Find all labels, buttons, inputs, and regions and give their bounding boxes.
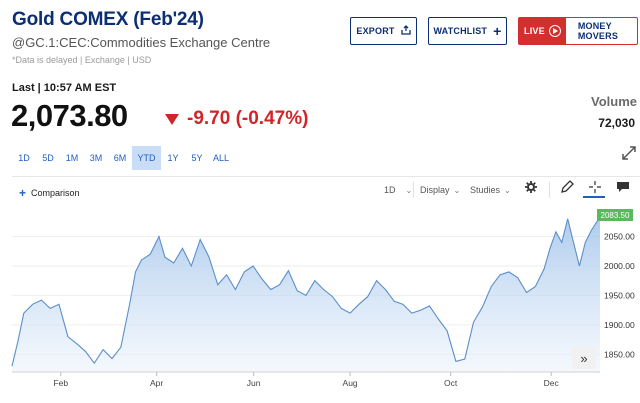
y-tick-label: 1850.00 <box>604 349 635 359</box>
symbol-line: @GC.1:CEC:Commodities Exchange Centre <box>12 35 271 50</box>
display-dropdown[interactable]: Display ⌄ <box>420 185 460 195</box>
page-title: Gold COMEX (Feb'24) <box>12 9 204 30</box>
y-tick-label: 2050.00 <box>604 232 635 242</box>
volume-label: Volume <box>591 94 637 109</box>
studies-label: Studies <box>470 185 501 195</box>
toolbar-separator <box>413 182 414 198</box>
range-1d[interactable]: 1D <box>18 153 30 163</box>
display-label: Display <box>420 185 450 195</box>
range-6m[interactable]: 6M <box>113 153 127 163</box>
range-selector: 1D 5D 1M 3M 6M YTD 1Y 5Y ALL <box>12 146 233 170</box>
comparison-label: Comparison <box>31 188 80 198</box>
y-tick-label: 1950.00 <box>604 290 635 300</box>
range-ytd[interactable]: YTD <box>132 146 161 170</box>
money-movers-button[interactable]: LIVE MONEY MOVERS <box>518 17 638 45</box>
gear-icon[interactable] <box>524 180 538 197</box>
y-tick-label: 1900.00 <box>604 320 635 330</box>
interval-value: 1D <box>384 185 396 195</box>
export-button[interactable]: EXPORT <box>350 17 417 45</box>
x-tick-label: Feb <box>53 378 68 388</box>
live-badge: LIVE <box>519 18 566 44</box>
x-tick-label: Apr <box>150 378 163 388</box>
price-change: -9.70 (-0.47%) <box>165 108 308 130</box>
range-1m[interactable]: 1M <box>65 153 79 163</box>
export-icon <box>400 24 411 38</box>
delayed-note: *Data is delayed | Exchange | USD <box>12 55 152 65</box>
watchlist-label: WATCHLIST <box>433 26 488 36</box>
price-chart[interactable]: 2050.00 2000.00 1950.00 1900.00 1850.00 Feb Ap… <box>0 200 640 403</box>
chevron-down-icon: ⌄ <box>405 185 413 195</box>
down-arrow-icon <box>165 113 179 125</box>
price-change-value: -9.70 (-0.47%) <box>187 108 309 129</box>
range-5y[interactable]: 5Y <box>191 153 203 163</box>
plus-icon: + <box>493 23 502 39</box>
plus-icon: + <box>19 186 27 200</box>
y-tick-label: 2000.00 <box>604 261 635 271</box>
price-line <box>11 216 601 367</box>
last-update-time: Last | 10:57 AM EST <box>12 82 117 94</box>
last-price: 2,073.80 <box>11 98 128 133</box>
watchlist-button[interactable]: WATCHLIST + <box>428 17 507 45</box>
current-price-tag: 2083.50 <box>597 209 633 221</box>
price-area <box>12 216 600 372</box>
x-tick-label: Jun <box>247 378 261 388</box>
comment-icon[interactable] <box>616 180 630 197</box>
interval-dropdown[interactable]: 1D ⌄ <box>384 185 412 195</box>
chevron-down-icon: ⌄ <box>453 185 461 195</box>
x-tick-label: Oct <box>444 378 458 388</box>
chevron-down-icon: ⌄ <box>504 185 511 195</box>
comparison-button[interactable]: + Comparison <box>19 186 80 200</box>
x-tick-label: Dec <box>544 378 560 388</box>
expand-icon[interactable] <box>622 146 636 164</box>
export-label: EXPORT <box>356 26 395 36</box>
x-tick-label: Aug <box>343 378 358 388</box>
toolbar-divider <box>12 176 640 177</box>
active-tool-indicator <box>583 196 605 198</box>
toolbar-separator <box>549 182 550 198</box>
studies-dropdown[interactable]: Studies ⌄ <box>470 185 511 195</box>
crosshair-icon[interactable] <box>588 180 602 197</box>
fast-forward-icon[interactable]: » <box>572 347 596 369</box>
range-1y[interactable]: 1Y <box>167 153 179 163</box>
pencil-icon[interactable] <box>560 180 574 197</box>
range-all[interactable]: ALL <box>212 153 229 163</box>
money-movers-label: MONEY MOVERS <box>577 21 619 41</box>
range-5d[interactable]: 5D <box>42 153 54 163</box>
play-icon <box>548 25 561 37</box>
volume-value: 72,030 <box>598 116 635 130</box>
range-3m[interactable]: 3M <box>89 153 103 163</box>
